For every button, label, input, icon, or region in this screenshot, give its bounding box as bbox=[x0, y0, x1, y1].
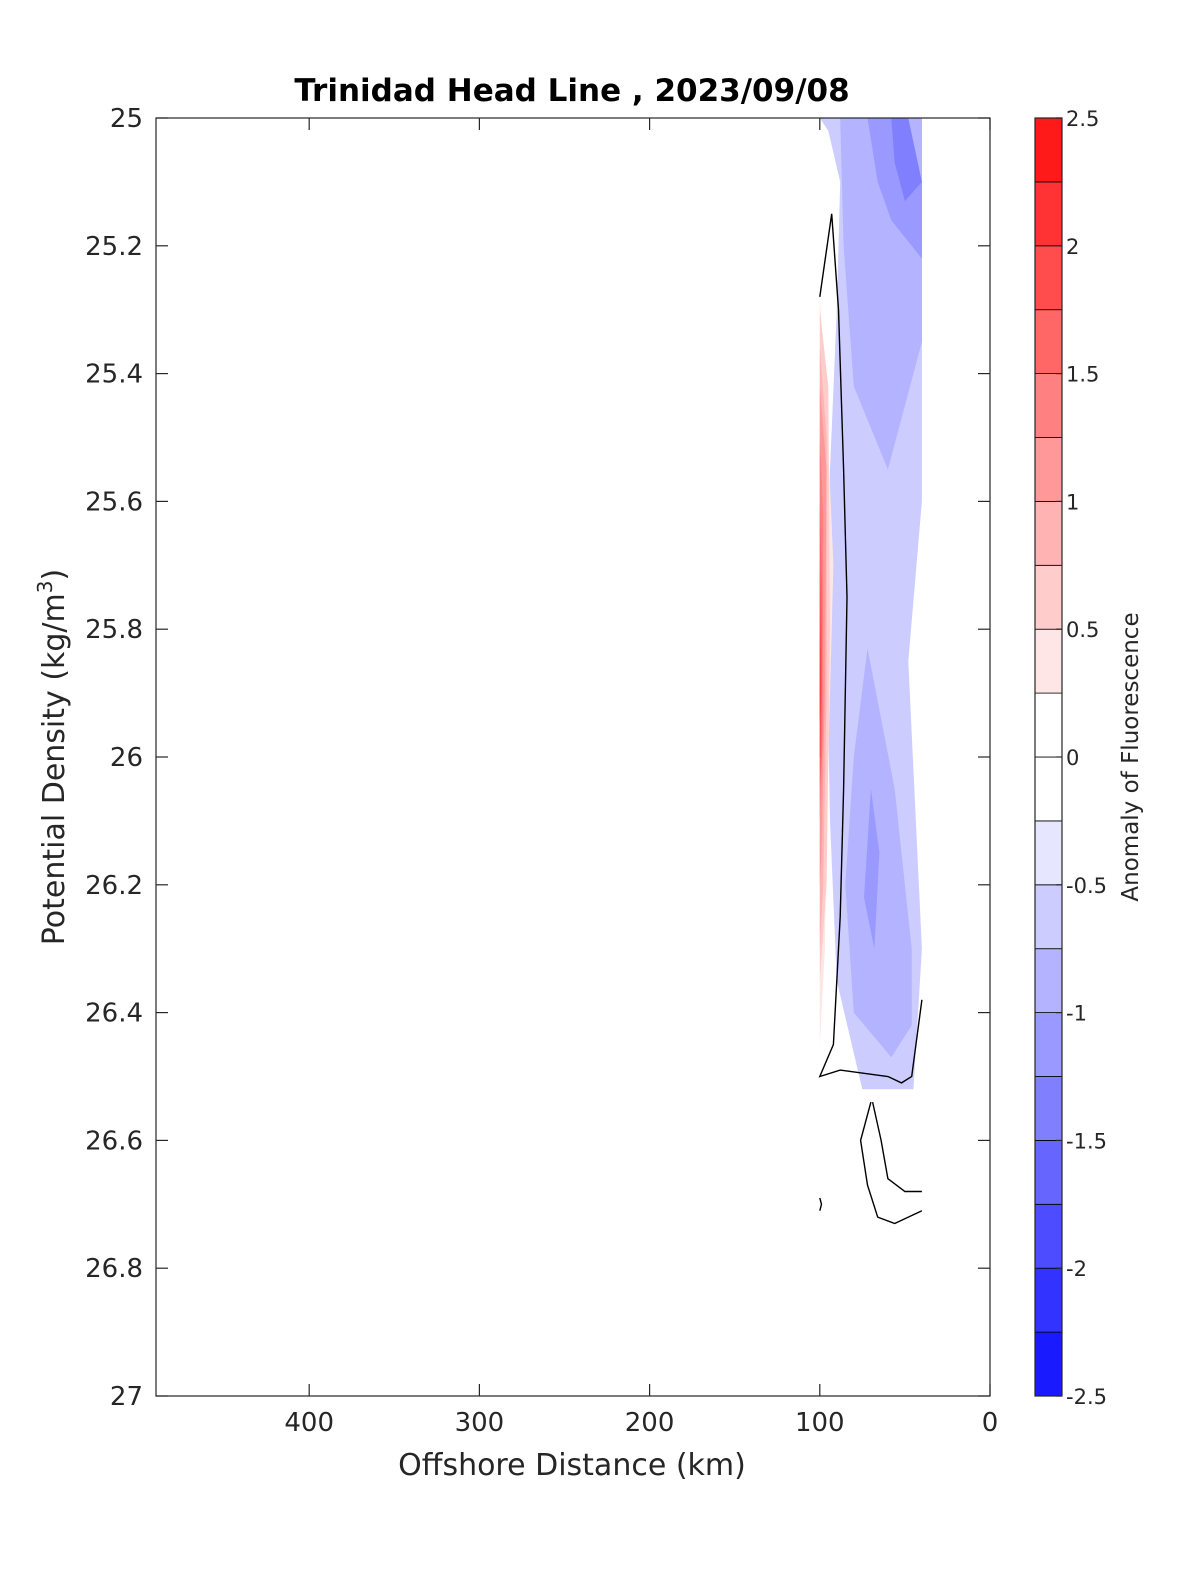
colorbar-swatch bbox=[1034, 948, 1063, 1014]
colorbar-tick-label: -1.5 bbox=[1066, 1129, 1107, 1153]
zero-contour-line-1 bbox=[859, 1101, 923, 1225]
colorbar-swatch bbox=[1034, 1267, 1063, 1333]
colorbar-tick-label: 2 bbox=[1066, 235, 1079, 259]
colorbar-swatch bbox=[1034, 117, 1063, 183]
colorbar-tick-label: 0 bbox=[1066, 746, 1079, 770]
x-axis: 400 300 200 100 0 bbox=[284, 118, 998, 1438]
x-tick-label: 0 bbox=[982, 1408, 999, 1438]
colorbar-swatch bbox=[1034, 500, 1063, 566]
y-axis-title-main: Potential Density (kg/m bbox=[37, 593, 72, 945]
colorbar-swatch bbox=[1034, 1012, 1063, 1077]
colorbar-swatch bbox=[1034, 245, 1063, 311]
y-tick-label: 26.4 bbox=[85, 999, 143, 1029]
y-tick-label: 25.4 bbox=[85, 360, 143, 390]
zero-contour-line-2 bbox=[871, 1101, 922, 1193]
x-tick-label: 400 bbox=[284, 1408, 334, 1438]
y-axis-title-close: ) bbox=[37, 569, 72, 581]
y-tick-label: 25.6 bbox=[85, 487, 143, 517]
colorbar-tick-label: -1 bbox=[1066, 1002, 1087, 1026]
colorbar-tick-label: 1 bbox=[1066, 490, 1079, 514]
colorbar-tick-label: -2.5 bbox=[1066, 1385, 1107, 1409]
colorbar-tick-label: 1.5 bbox=[1066, 363, 1099, 387]
colorbar-swatch bbox=[1034, 373, 1063, 438]
colorbar-swatch bbox=[1034, 628, 1063, 694]
colorbar-swatch bbox=[1034, 437, 1063, 502]
x-tick-label: 200 bbox=[625, 1408, 675, 1438]
colorbar-swatch bbox=[1034, 692, 1063, 758]
zero-contour-line-3 bbox=[819, 1197, 823, 1211]
colorbar-swatch bbox=[1034, 820, 1063, 886]
colorbar-swatch bbox=[1034, 1331, 1063, 1397]
colorbar-swatch bbox=[1034, 564, 1063, 630]
y-tick-label: 26.6 bbox=[85, 1126, 143, 1156]
colorbar-swatch bbox=[1034, 1076, 1063, 1141]
colorbar-swatch bbox=[1034, 756, 1063, 822]
colorbar-tick-label: 0.5 bbox=[1066, 618, 1099, 642]
y-tick-label: 25 bbox=[110, 104, 143, 134]
contour-fill-negative-5 bbox=[891, 118, 922, 202]
colorbar-title: Anomaly of Fluorescence bbox=[1118, 612, 1144, 901]
colorbar-tick-label: 2.5 bbox=[1066, 107, 1099, 131]
contour-line-group bbox=[818, 213, 923, 1225]
y-tick-label: 26.8 bbox=[85, 1254, 143, 1284]
colorbar-swatch bbox=[1034, 309, 1063, 375]
contour-fill-positive-13 bbox=[819, 629, 821, 725]
contour-fill-group bbox=[819, 118, 922, 1090]
contour-fill-negative-4 bbox=[864, 789, 880, 949]
x-tick-label: 300 bbox=[455, 1408, 505, 1438]
colorbar: 2.5 2 1.5 1 0.5 0 -0.5 -1 -1.5 -2 -2.5 bbox=[1034, 107, 1107, 1409]
colorbar-swatch bbox=[1034, 1203, 1063, 1269]
y-tick-label: 25.2 bbox=[85, 232, 143, 262]
y-tick-label: 26.2 bbox=[85, 871, 143, 901]
y-axis: 25 25.2 25.4 25.6 25.8 26 26.2 26.4 26.6 26.8 27 bbox=[85, 104, 990, 1412]
colorbar-swatch bbox=[1034, 884, 1063, 950]
y-tick-label: 27 bbox=[110, 1382, 143, 1412]
y-axis-title-superscript: 3 bbox=[33, 580, 57, 593]
colorbar-swatch bbox=[1034, 181, 1063, 247]
colorbar-swatch bbox=[1034, 1140, 1063, 1205]
y-axis-title: Potential Density (kg/m3) bbox=[33, 569, 72, 945]
contour-fill-positive-12 bbox=[819, 565, 822, 757]
x-tick-label: 100 bbox=[795, 1408, 845, 1438]
y-tick-label: 26 bbox=[110, 743, 143, 773]
colorbar-tick-label: -0.5 bbox=[1066, 874, 1107, 898]
colorbar-tick-label: -2 bbox=[1066, 1257, 1087, 1281]
x-axis-title: Offshore Distance (km) bbox=[398, 1448, 746, 1483]
y-tick-label: 25.8 bbox=[85, 615, 143, 645]
chart-title: Trinidad Head Line , 2023/09/08 bbox=[294, 73, 849, 109]
zero-contour-line-0 bbox=[818, 213, 923, 1084]
